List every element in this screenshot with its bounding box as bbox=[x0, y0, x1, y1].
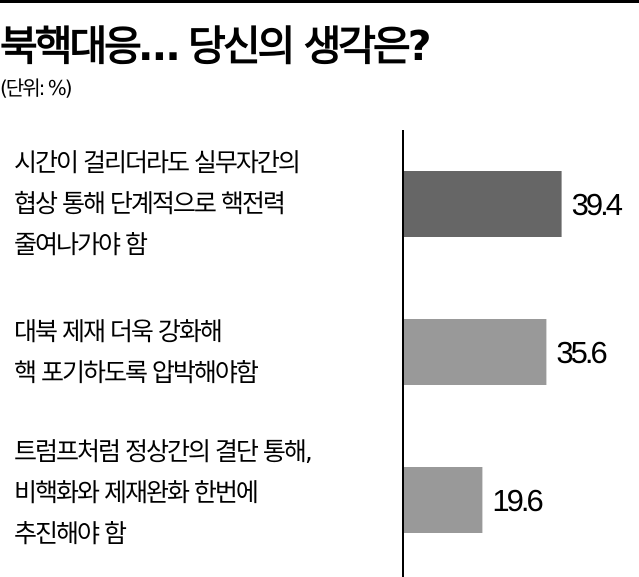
chart-title: 북핵대응… 당신의 생각은? bbox=[0, 22, 432, 70]
value-label-2: 35.6 bbox=[556, 335, 606, 370]
unit-label: (단위: %) bbox=[0, 76, 73, 100]
bar-2 bbox=[404, 319, 547, 385]
value-label-1: 39.4 bbox=[572, 187, 623, 222]
category-label-1: 시간이 걸리더라도 실무자간의 협상 통해 단계적으로 핵전력 줄여나가야 함 bbox=[14, 148, 301, 259]
category-label-3: 트럼프처럼 정상간의 결단 통해, 비핵화와 제재완화 한번에 추진해야 함 bbox=[14, 437, 313, 548]
top-rule bbox=[0, 0, 639, 3]
bar-3 bbox=[404, 467, 483, 533]
category-label-2: 대북 제재 더욱 강화해 핵 포기하도록 압박해야함 bbox=[14, 317, 259, 387]
value-label-3: 19.6 bbox=[492, 483, 542, 518]
bar-1 bbox=[404, 171, 562, 237]
